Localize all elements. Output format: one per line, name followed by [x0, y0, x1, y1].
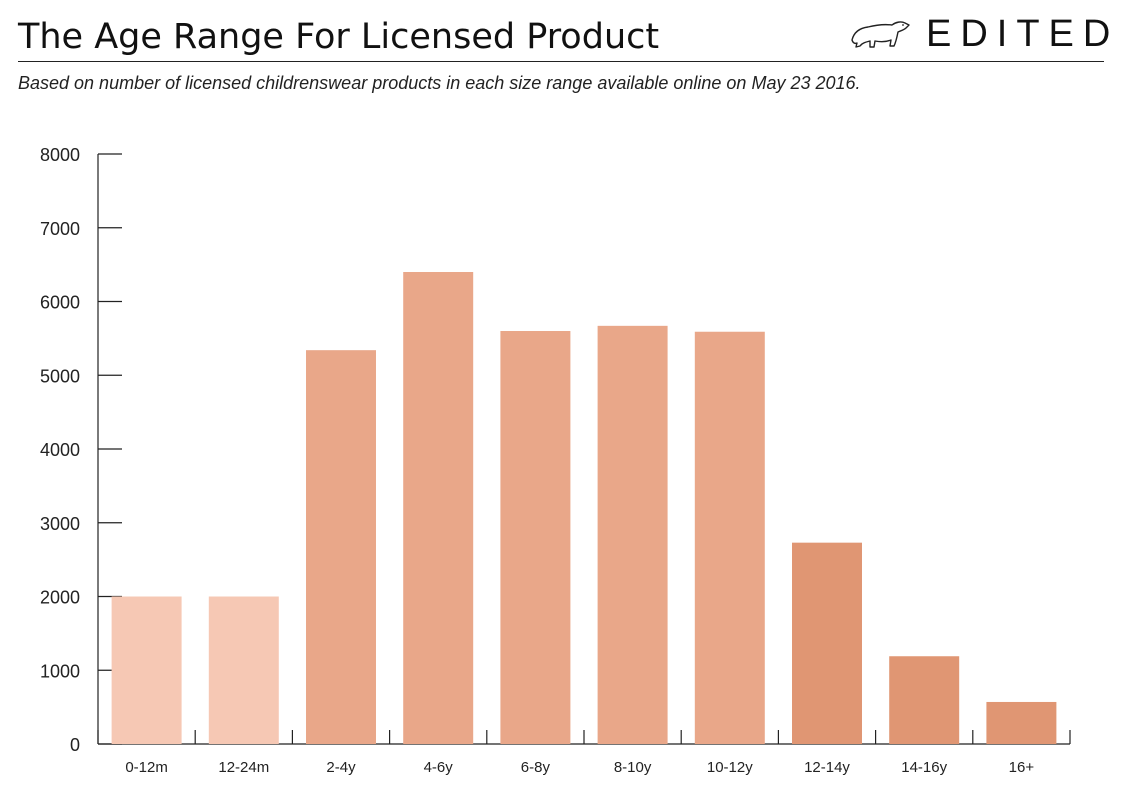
bar	[986, 701, 1057, 744]
y-tick-label: 3000	[40, 514, 80, 534]
y-tick-label: 7000	[40, 219, 80, 239]
chart-subtitle: Based on number of licensed childrenswea…	[18, 73, 861, 93]
bar	[306, 350, 376, 744]
x-tick-label: 6-8y	[521, 759, 551, 776]
x-tick-label: 16+	[1009, 759, 1035, 776]
bar	[403, 272, 474, 744]
x-tick-label: 10-12y	[707, 759, 753, 776]
bar	[500, 331, 571, 744]
bar	[889, 656, 960, 744]
polar-bear-icon	[851, 21, 910, 48]
x-tick-label: 12-24m	[218, 759, 269, 776]
y-tick-label: 2000	[40, 588, 80, 608]
x-tick-label: 12-14y	[804, 759, 850, 776]
brand-name: EDITED	[926, 13, 1120, 55]
y-tick-label: 6000	[40, 293, 80, 313]
x-tick-label: 0-12m	[125, 759, 168, 776]
x-tick-label: 14-16y	[901, 759, 947, 776]
brand-logo: EDITED	[848, 10, 1110, 56]
y-tick-label: 0	[70, 735, 80, 755]
title-divider	[18, 61, 1104, 62]
x-tick-label: 2-4y	[326, 759, 356, 776]
bar	[792, 542, 862, 744]
x-tick-label: 4-6y	[424, 759, 454, 776]
x-tick-label: 8-10y	[614, 759, 652, 776]
y-tick-label: 5000	[40, 366, 80, 386]
y-tick-label: 4000	[40, 440, 80, 460]
chart-title: The Age Range For Licensed Product	[18, 17, 660, 57]
bar	[694, 331, 765, 744]
y-tick-label: 1000	[40, 661, 80, 681]
bar	[111, 596, 182, 744]
bar	[597, 325, 668, 744]
bar	[208, 596, 279, 744]
y-tick-label: 8000	[40, 145, 80, 165]
